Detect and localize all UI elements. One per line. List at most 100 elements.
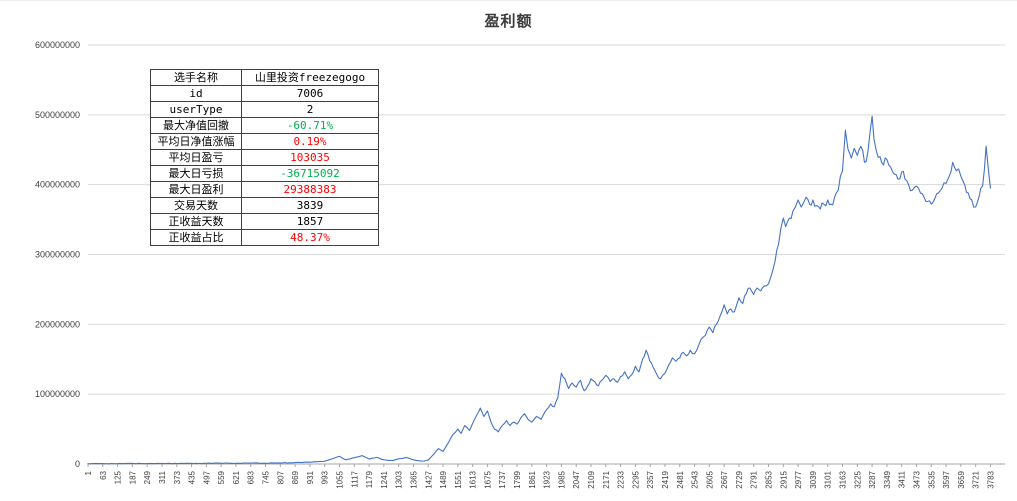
- stat-label: userType: [150, 101, 242, 118]
- stat-value: 7006: [241, 85, 379, 102]
- y-axis-tick-label: 400000000: [35, 180, 80, 190]
- x-axis-tick-label: 125: [114, 470, 123, 484]
- x-axis-tick-label: 2295: [631, 470, 640, 488]
- stat-label: 交易天数: [150, 197, 242, 214]
- table-row: 最大净值回撤 -60.71%: [150, 117, 379, 134]
- x-axis-tick-label: 2791: [750, 470, 759, 488]
- y-axis-tick-label: 100000000: [35, 389, 80, 399]
- x-axis-tick-label: 2543: [691, 470, 700, 488]
- x-axis-tick-label: 3721: [972, 470, 981, 488]
- x-axis-tick-label: 1: [84, 470, 93, 475]
- x-axis-tick-label: 1117: [350, 470, 359, 487]
- stat-value: 3839: [241, 197, 379, 214]
- x-axis-tick-label: 2853: [765, 470, 774, 488]
- stat-value: 2: [241, 101, 379, 118]
- x-axis-tick-label: 1055: [336, 470, 345, 488]
- x-axis-tick-label: 683: [247, 470, 256, 484]
- x-axis-tick-label: 2109: [587, 470, 596, 488]
- x-axis-tick-label: 1551: [454, 470, 463, 488]
- x-axis-tick-label: 1613: [469, 470, 478, 488]
- x-axis-tick-label: 869: [291, 470, 300, 484]
- x-axis-tick-label: 3163: [839, 470, 848, 488]
- x-axis-tick-label: 2233: [617, 470, 626, 488]
- x-axis-tick-label: 311: [158, 470, 167, 483]
- stat-value: -36715092: [241, 165, 379, 182]
- x-axis-tick-label: 931: [306, 470, 315, 484]
- x-axis-tick-label: 2171: [602, 470, 611, 488]
- chart-title: 盈利额: [484, 13, 533, 30]
- x-axis-tick-label: 745: [262, 470, 271, 484]
- x-axis-tick-label: 1923: [543, 470, 552, 488]
- stat-label: 最大净值回撤: [150, 117, 242, 134]
- x-axis-tick-label: 2481: [676, 470, 685, 488]
- table-row: 最大日亏损 -36715092: [150, 165, 379, 182]
- table-row: 正收益天数 1857: [150, 213, 379, 230]
- x-axis-tick-label: 1241: [380, 470, 389, 488]
- x-axis-tick-label: 1737: [498, 470, 507, 488]
- table-row: 平均日盈亏 103035: [150, 149, 379, 166]
- stat-value: -60.71%: [241, 117, 379, 134]
- x-axis-tick-label: 3535: [927, 470, 936, 488]
- table-row: 最大日盈利 29388383: [150, 181, 379, 198]
- x-axis-tick-label: 3225: [853, 470, 862, 488]
- table-row: 选手名称 山里投资freezegogo: [150, 69, 379, 86]
- x-axis-tick-label: 3597: [942, 470, 951, 488]
- stat-label: 平均日盈亏: [150, 149, 242, 166]
- x-axis-tick-label: 1861: [528, 470, 537, 488]
- x-axis-tick-label: 1365: [409, 470, 418, 488]
- x-axis-tick-label: 63: [99, 470, 108, 479]
- x-axis-tick-label: 435: [188, 470, 197, 484]
- x-axis-tick-label: 1303: [395, 470, 404, 488]
- stat-label: 平均日净值涨幅: [150, 133, 242, 150]
- x-axis-tick-label: 1427: [424, 470, 433, 488]
- stat-label: id: [150, 85, 242, 102]
- x-axis-tick-label: 993: [321, 470, 330, 484]
- x-axis-tick-label: 1799: [513, 470, 522, 488]
- table-row: userType 2: [150, 101, 379, 118]
- y-axis-tick-label: 200000000: [35, 319, 80, 329]
- y-axis-tick-label: 500000000: [35, 110, 80, 120]
- stats-table-body: 选手名称 山里投资freezegogo id 7006 userType 2 最大净值回撤 -…: [150, 69, 379, 246]
- x-axis-tick-label: 3473: [912, 470, 921, 488]
- x-axis-tick-label: 373: [173, 470, 182, 484]
- x-axis-tick-label: 3411: [898, 470, 907, 488]
- x-axis-tick-label: 559: [217, 470, 226, 484]
- stat-label: 选手名称: [150, 69, 242, 86]
- x-axis-tick-label: 187: [128, 470, 137, 484]
- x-axis-tick-label: 2357: [646, 470, 655, 488]
- x-axis-tick-label: 3349: [883, 470, 892, 488]
- x-axis-tick-label: 249: [143, 470, 152, 484]
- x-axis-tick-label: 1179: [365, 470, 374, 488]
- table-row: 交易天数 3839: [150, 197, 379, 214]
- x-axis-tick-label: 807: [276, 470, 285, 484]
- x-axis-tick-label: 2047: [572, 470, 581, 488]
- x-axis-tick-label: 2729: [735, 470, 744, 488]
- stats-table: 选手名称 山里投资freezegogo id 7006 userType 2 最大净值回撤 -…: [150, 69, 379, 246]
- x-axis-tick-label: 2915: [779, 470, 788, 488]
- stat-label: 正收益占比: [150, 229, 242, 246]
- table-row: 平均日净值涨幅 0.19%: [150, 133, 379, 150]
- x-axis-tick-label: 3659: [957, 470, 966, 488]
- stat-label: 最大日亏损: [150, 165, 242, 182]
- stat-value: 29388383: [241, 181, 379, 198]
- stat-value: 山里投资freezegogo: [241, 69, 379, 86]
- x-axis-tick-label: 1985: [557, 470, 566, 488]
- stat-value: 0.19%: [241, 133, 379, 150]
- stat-label: 正收益天数: [150, 213, 242, 230]
- table-row: id 7006: [150, 85, 379, 102]
- x-axis-tick-label: 3101: [824, 470, 833, 488]
- y-axis-tick-label: 0: [75, 459, 80, 469]
- profit-line: [87, 115, 991, 465]
- stat-value: 1857: [241, 213, 379, 230]
- y-axis-tick-label: 600000000: [35, 40, 80, 50]
- x-axis-tick-label: 621: [232, 470, 241, 484]
- x-axis-tick-label: 3287: [868, 470, 877, 488]
- stat-value: 48.37%: [241, 229, 379, 246]
- y-axis-tick-label: 300000000: [35, 250, 80, 260]
- table-row: 正收益占比 48.37%: [150, 229, 379, 246]
- x-axis-tick-label: 3783: [986, 470, 995, 488]
- x-axis-tick-label: 2605: [705, 470, 714, 488]
- stat-label: 最大日盈利: [150, 181, 242, 198]
- x-axis-tick-label: 2419: [661, 470, 670, 488]
